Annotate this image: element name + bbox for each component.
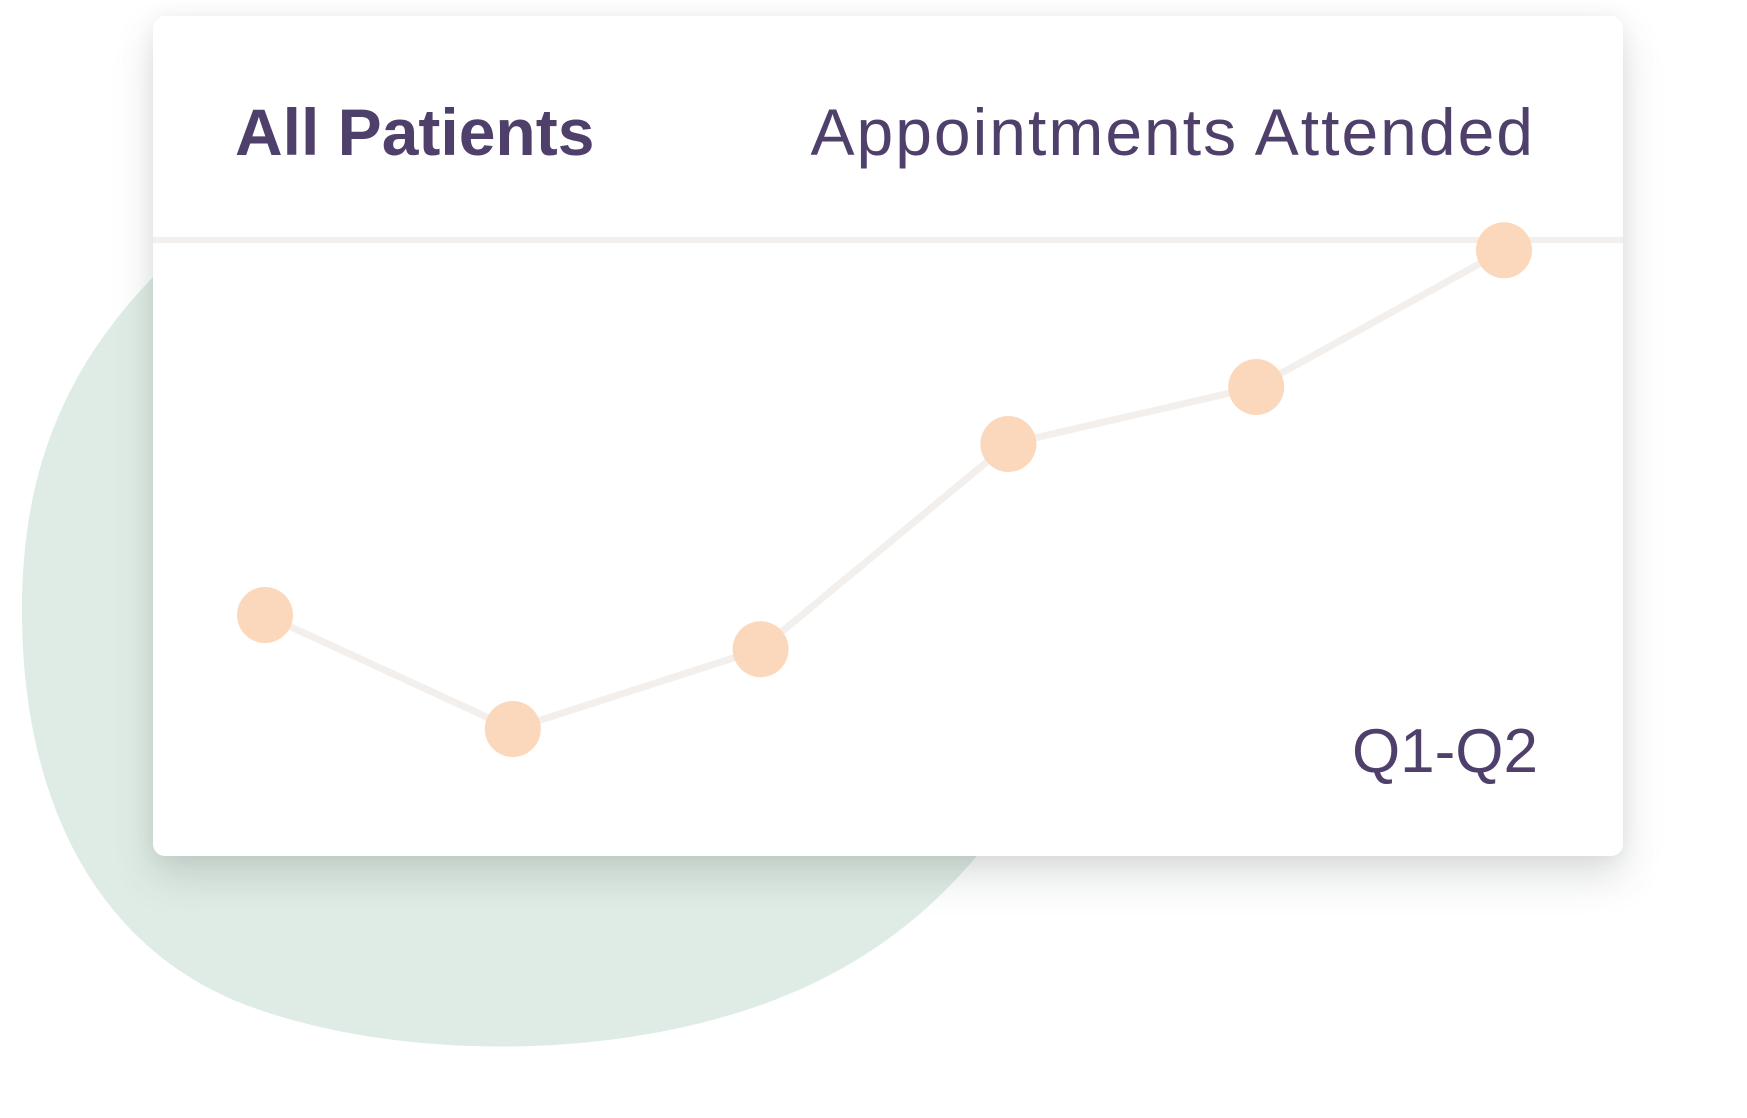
data-point: [1228, 359, 1285, 415]
series-line: [263, 247, 1506, 733]
chart-card: All Patients Appointments Attended Q1-Q2: [153, 16, 1623, 856]
data-point: [237, 587, 293, 643]
card-header: All Patients Appointments Attended: [153, 16, 1623, 243]
data-point: [1476, 222, 1532, 279]
period-label: Q1-Q2: [1351, 717, 1538, 786]
data-point: [484, 701, 541, 757]
data-point: [732, 621, 789, 678]
metric-label: Appointments Attended: [810, 95, 1535, 169]
data-point: [980, 416, 1037, 472]
line-chart: [237, 222, 1532, 757]
card-title: All Patients: [235, 95, 595, 169]
